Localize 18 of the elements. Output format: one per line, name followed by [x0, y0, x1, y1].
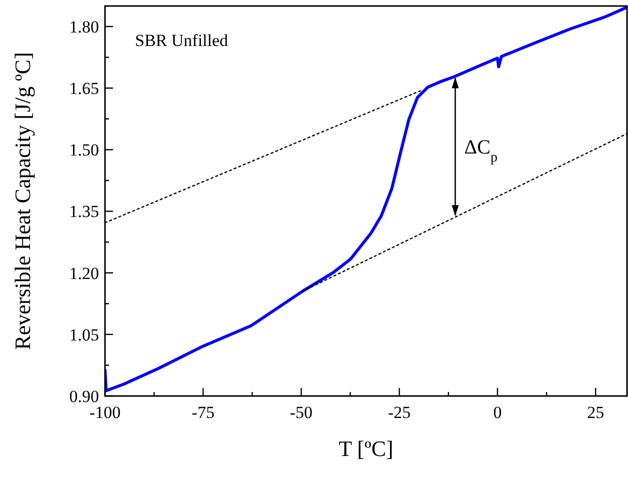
line-series [105, 6, 627, 392]
x-tick-label: -25 [388, 403, 411, 422]
x-tick-label: -50 [290, 403, 313, 422]
y-tick-label: 1.05 [69, 325, 99, 344]
y-tick-label: 1.35 [69, 202, 99, 222]
y-tick-label: 1.80 [69, 17, 99, 36]
x-tick-label: -100 [89, 403, 121, 422]
x-tick-label: 0 [493, 403, 502, 422]
y-tick-label: 1.65 [69, 79, 99, 98]
y-tick-label: 1.20 [69, 264, 99, 283]
y-tick-label: 0.90 [69, 386, 99, 406]
annotation: ΔC$_{p}$ [464, 136, 498, 166]
y-axis-title: Reversible Heat Capacity [J/g ºC] [10, 52, 35, 350]
y-tick-label: 1.50 [69, 140, 99, 160]
x-tick-label: 25 [587, 403, 604, 422]
x-tick-label: -75 [192, 403, 214, 422]
x-axis-title: T [ºC] [338, 436, 394, 461]
annotation: SBR Unfilled [135, 31, 229, 50]
